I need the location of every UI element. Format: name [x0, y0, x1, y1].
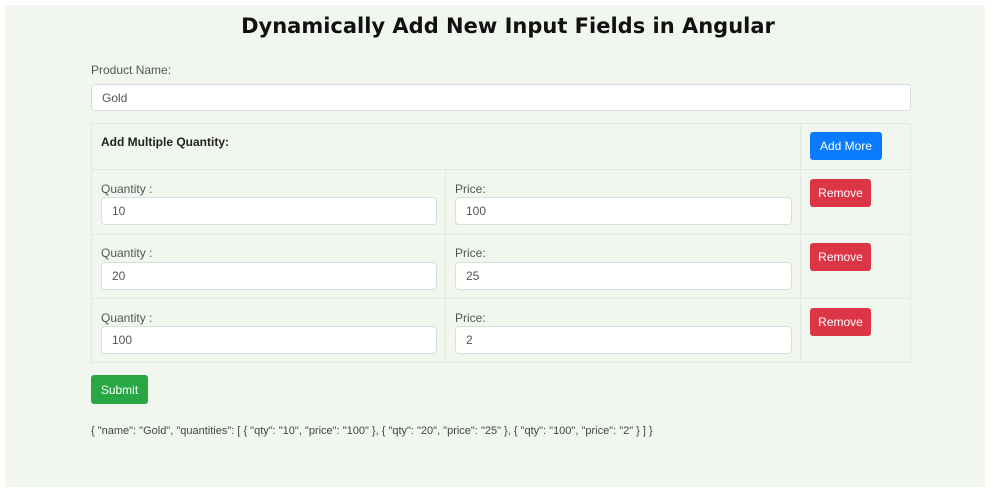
quantity-label: Quantity : — [101, 246, 153, 260]
form-output-json: { "name": "Gold", "quantities": [ { "qty… — [91, 425, 653, 437]
table-divider — [91, 169, 911, 170]
page-title: Dynamically Add New Input Fields in Angu… — [241, 14, 775, 38]
price-input[interactable]: 25 — [455, 262, 792, 290]
product-name-input[interactable]: Gold — [91, 84, 911, 111]
submit-button[interactable]: Submit — [91, 375, 148, 404]
quantity-label: Quantity : — [101, 182, 153, 196]
quantity-input[interactable]: 100 — [101, 326, 437, 354]
remove-button[interactable]: Remove — [810, 243, 871, 271]
price-label: Price: — [455, 182, 486, 196]
add-more-button[interactable]: Add More — [810, 132, 882, 160]
price-label: Price: — [455, 311, 486, 325]
quantity-input[interactable]: 20 — [101, 262, 437, 290]
price-input[interactable]: 100 — [455, 197, 792, 225]
remove-button[interactable]: Remove — [810, 179, 871, 207]
table-divider — [91, 234, 911, 235]
table-divider — [91, 298, 911, 299]
remove-button[interactable]: Remove — [810, 308, 871, 336]
table-divider — [800, 123, 801, 363]
table-divider — [445, 169, 446, 363]
product-name-label: Product Name: — [91, 63, 172, 77]
section-title: Add Multiple Quantity: — [101, 135, 229, 149]
quantity-input[interactable]: 10 — [101, 197, 437, 225]
price-label: Price: — [455, 246, 486, 260]
price-input[interactable]: 2 — [455, 326, 792, 354]
quantities-table — [91, 123, 911, 363]
quantity-label: Quantity : — [101, 311, 153, 325]
